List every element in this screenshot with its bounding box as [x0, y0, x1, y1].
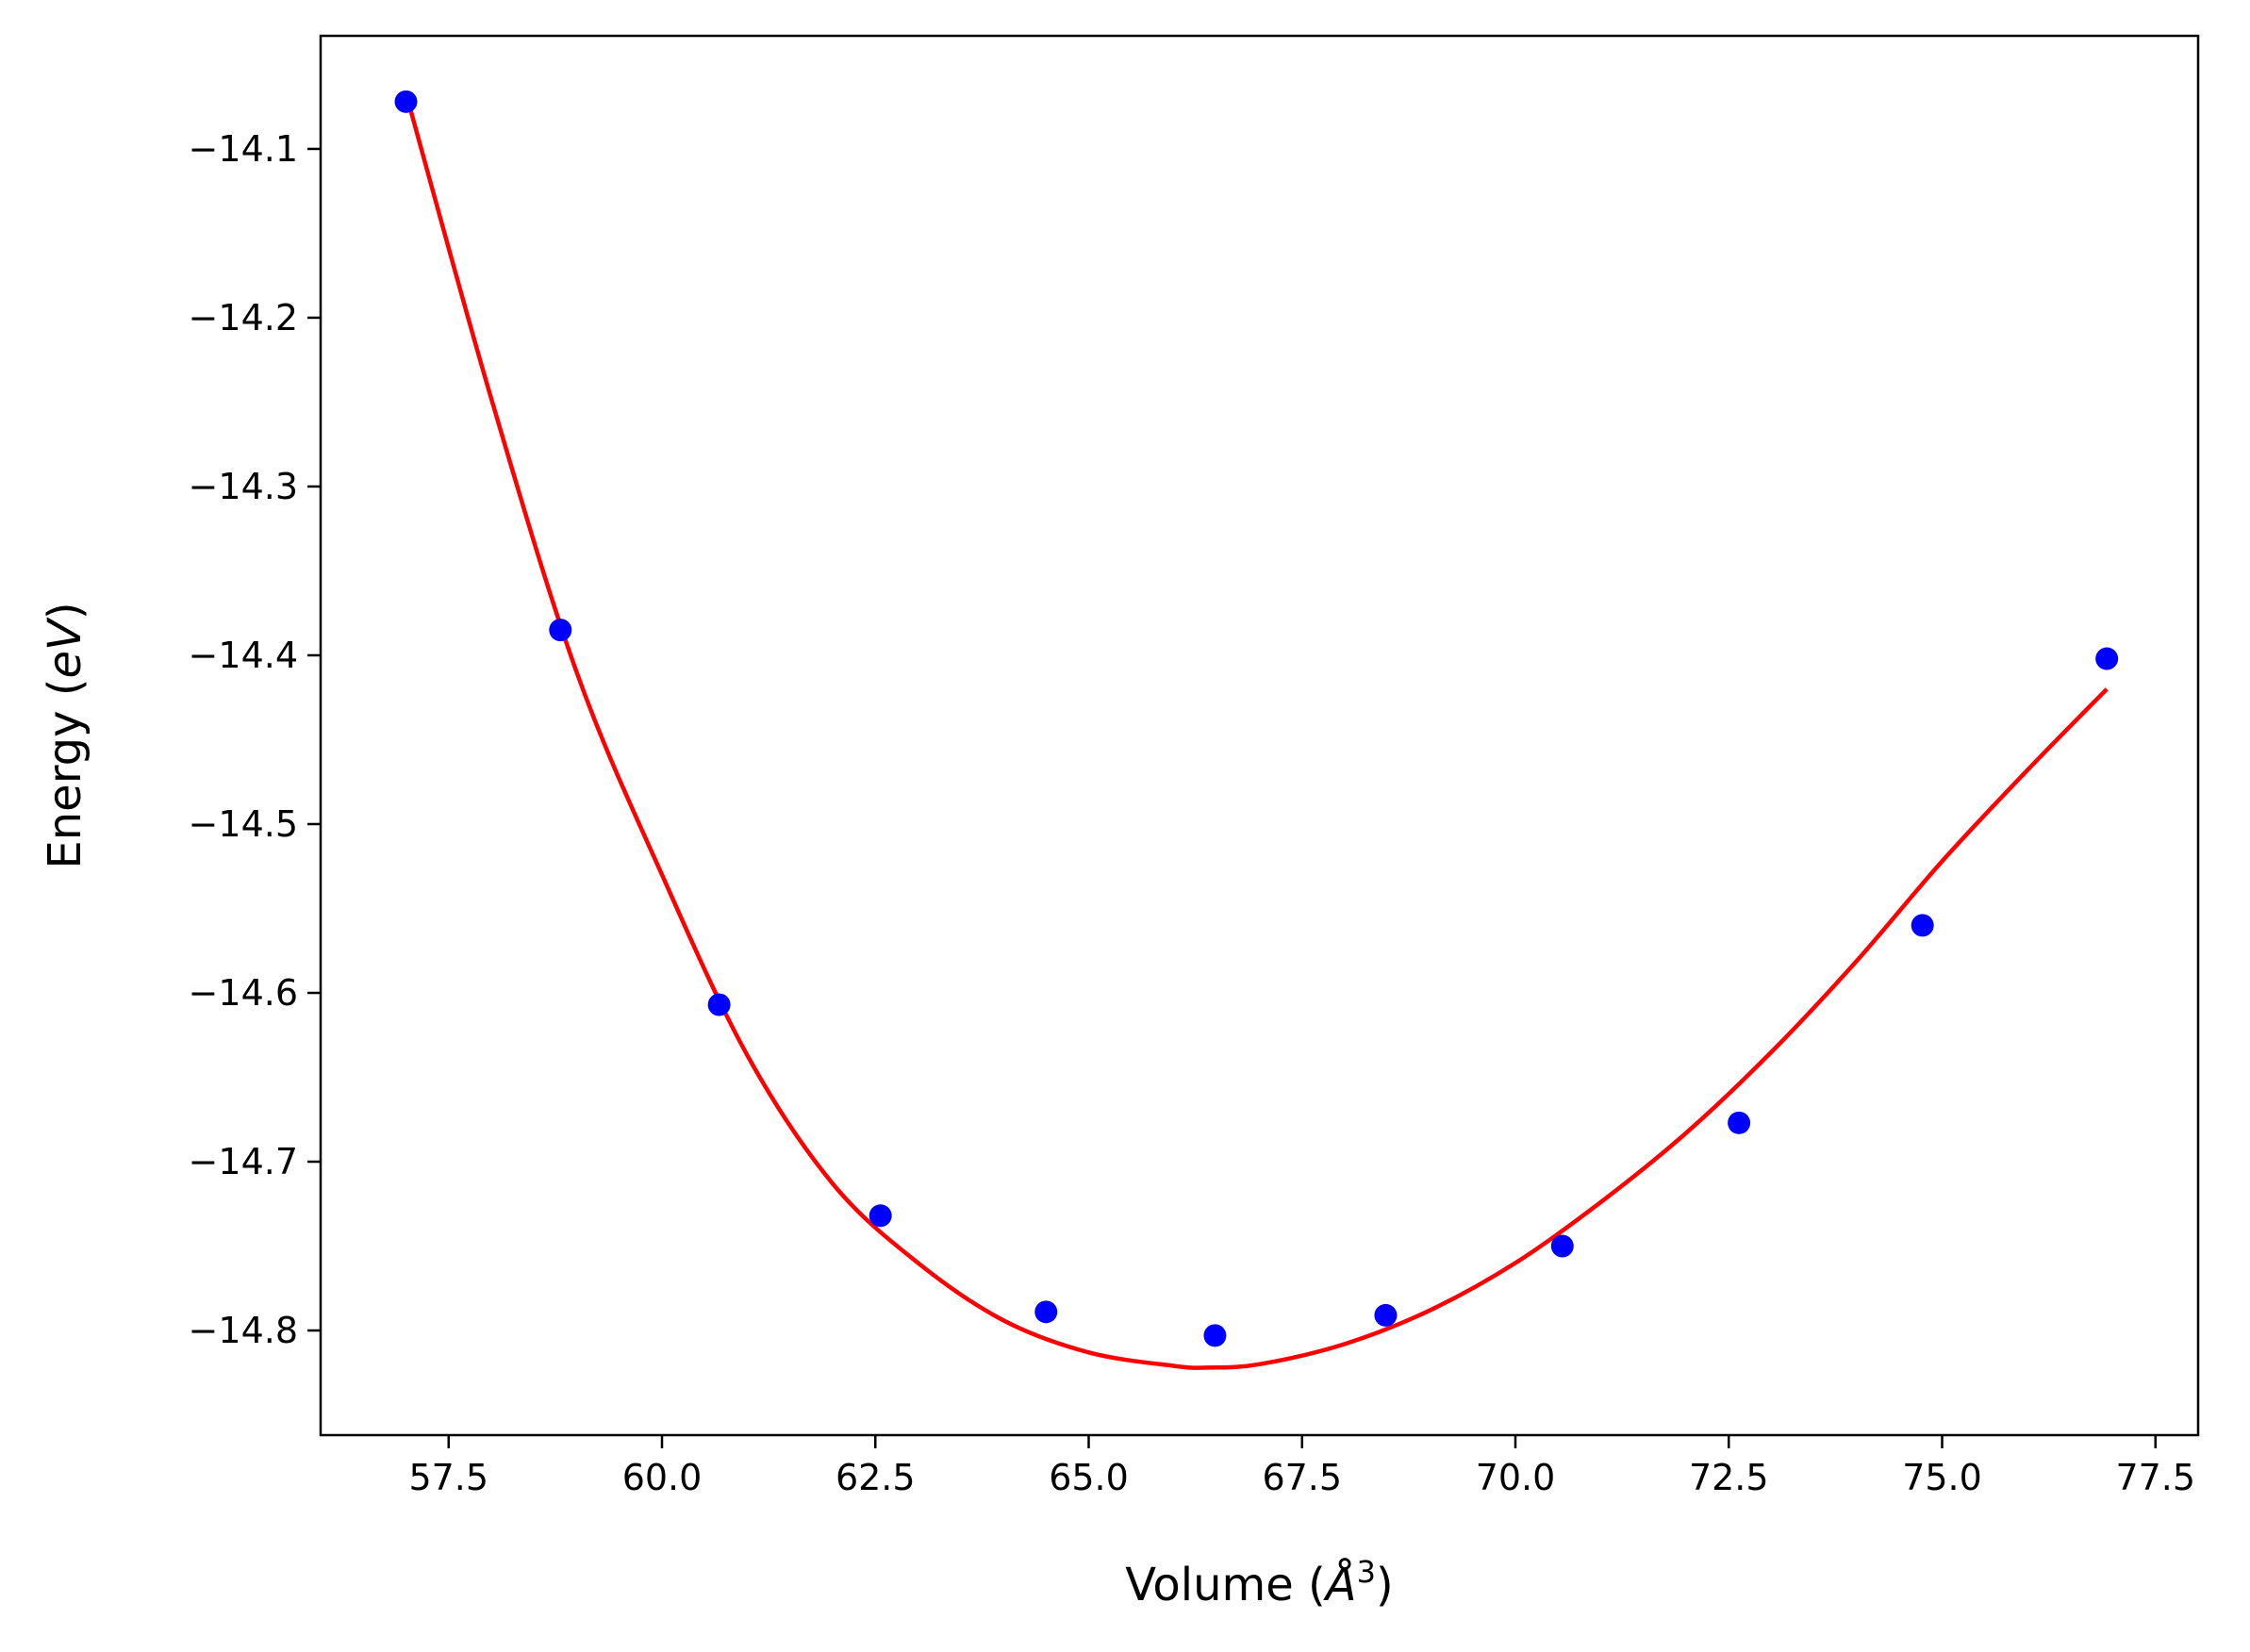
- x-tick-label: 77.5: [2115, 1457, 2195, 1498]
- data-point: [707, 993, 731, 1016]
- data-point: [549, 619, 572, 642]
- x-axis-ticks: 57.5 60.0 62.5 65.0 67.5 70.0 72.5 75.0 77.5: [408, 1435, 2195, 1498]
- data-point: [394, 90, 418, 113]
- x-tick-label: 57.5: [408, 1457, 488, 1498]
- x-tick-label: 62.5: [835, 1457, 916, 1498]
- data-point: [1203, 1324, 1227, 1347]
- data-point: [869, 1204, 892, 1228]
- y-tick-label: −14.5: [189, 803, 298, 845]
- y-tick-label: −14.8: [189, 1310, 298, 1351]
- data-point: [2095, 647, 2119, 670]
- x-axis-label: Volume (Å3): [1125, 1554, 1393, 1611]
- x-tick-label: 60.0: [622, 1457, 703, 1498]
- x-axis-label-unit: Å: [1323, 1558, 1357, 1611]
- y-axis-ticks: −14.1 −14.2 −14.3 −14.4 −14.5 −14.6 −14.7 −14.8: [189, 128, 321, 1351]
- x-tick-label: 72.5: [1689, 1457, 1769, 1498]
- x-axis-label-post: ): [1376, 1559, 1394, 1611]
- data-point: [1911, 914, 1934, 937]
- y-tick-label: −14.2: [189, 297, 298, 339]
- data-point: [1374, 1303, 1398, 1327]
- x-axis-label-pre: Volume (: [1125, 1559, 1326, 1611]
- data-point: [1034, 1300, 1058, 1324]
- plot-area: [394, 90, 2119, 1370]
- x-tick-label: 75.0: [1902, 1457, 1982, 1498]
- x-tick-label: 65.0: [1049, 1457, 1129, 1498]
- x-tick-label: 67.5: [1262, 1457, 1342, 1498]
- data-point: [1728, 1111, 1751, 1134]
- y-tick-label: −14.1: [189, 128, 298, 170]
- y-tick-label: −14.4: [189, 635, 298, 676]
- y-tick-label: −14.7: [189, 1141, 298, 1182]
- x-tick-label: 70.0: [1476, 1457, 1556, 1498]
- y-axis-label-post: ): [39, 602, 91, 620]
- x-axis-label-sup: 3: [1357, 1554, 1376, 1590]
- data-point: [1550, 1234, 1574, 1258]
- axes-frame: [319, 34, 2200, 1437]
- y-axis-label-unit: eV: [39, 617, 91, 679]
- y-axis-label-pre: Energy (: [39, 679, 91, 869]
- y-tick-label: −14.3: [189, 466, 298, 507]
- y-tick-label: −14.6: [189, 972, 298, 1014]
- y-axis-label: Energy (eV): [39, 602, 91, 868]
- fit-curve: [404, 92, 2109, 1370]
